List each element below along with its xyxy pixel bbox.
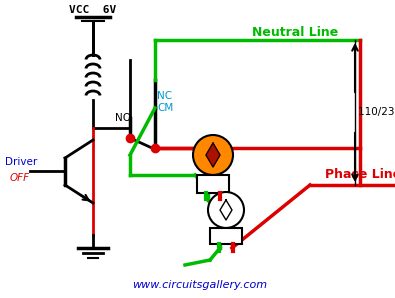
Text: Neutral Line: Neutral Line	[252, 26, 338, 38]
Text: CM: CM	[157, 103, 173, 113]
Text: NO: NO	[115, 113, 131, 123]
Text: Phase Line: Phase Line	[325, 168, 395, 181]
Polygon shape	[206, 143, 220, 167]
Circle shape	[193, 135, 233, 175]
Text: www.circuitsgallery.com: www.circuitsgallery.com	[132, 280, 267, 290]
Polygon shape	[220, 200, 232, 220]
Bar	[210, 228, 242, 244]
Text: Driver: Driver	[5, 157, 37, 167]
Bar	[197, 175, 229, 193]
Text: NC: NC	[157, 91, 172, 101]
Text: 110/230V AC: 110/230V AC	[358, 107, 395, 117]
Circle shape	[208, 192, 244, 228]
Text: VCC  6V: VCC 6V	[70, 5, 117, 15]
Text: OFF: OFF	[10, 173, 30, 183]
